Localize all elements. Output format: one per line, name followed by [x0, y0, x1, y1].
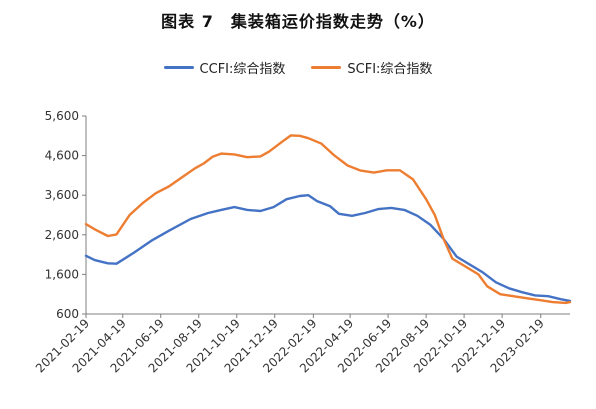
y-tick-label: 1,600 — [45, 267, 79, 281]
legend-label-ccfi: CCFI:综合指数 — [199, 62, 286, 77]
y-tick-label: 5,600 — [45, 109, 79, 123]
chart-legend: CCFI:综合指数 SCFI:综合指数 — [0, 58, 596, 77]
y-tick-label: 2,600 — [45, 228, 79, 242]
legend-item-ccfi: CCFI:综合指数 — [163, 58, 286, 77]
chart-title: 图表 7 集装箱运价指数走势（%） — [161, 12, 435, 31]
y-tick-label: 600 — [56, 307, 79, 321]
legend-swatch-scfi — [311, 66, 342, 69]
legend-item-scfi: SCFI:综合指数 — [311, 58, 432, 77]
series-line-scfi — [84, 134, 572, 305]
y-tick-label: 3,600 — [45, 188, 79, 202]
legend-swatch-ccfi — [163, 66, 194, 69]
series-line-ccfi — [84, 194, 572, 303]
legend-label-scfi: SCFI:综合指数 — [347, 62, 433, 77]
y-tick-label: 4,600 — [45, 149, 79, 163]
